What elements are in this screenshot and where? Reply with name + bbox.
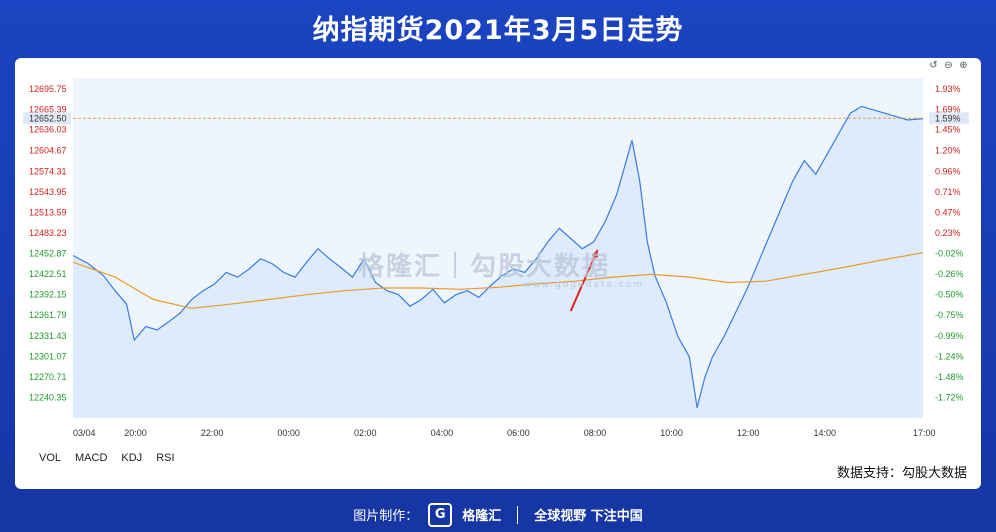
price-area-fill: [73, 106, 923, 419]
footer-divider: [517, 505, 519, 524]
y-pct-tick-label: -0.99%: [935, 331, 964, 341]
y-pct-tick-label: 0.71%: [935, 187, 961, 197]
series-line-ma: [72, 252, 924, 309]
x-tick-label: 12:00: [737, 428, 760, 438]
footer: 图片制作： G 格隆汇 全球视野 下注中国: [0, 497, 996, 532]
indicator-tabs: VOL MACD KDJ RSI: [39, 452, 175, 464]
ref-label: 12652.50: [29, 113, 67, 123]
y-tick-label: 12301.07: [29, 351, 67, 361]
watermark-url: www.gogudata.com: [523, 280, 645, 290]
data-source: 数据支持：勾股大数据: [836, 466, 967, 481]
y-tick-label: 12483.23: [29, 228, 67, 238]
x-tick-label: 22:00: [201, 428, 224, 438]
y-pct-tick-label: 1.69%: [935, 105, 961, 115]
y-tick-label: 12270.71: [29, 372, 67, 382]
x-tick-label: 17:00: [913, 428, 936, 438]
y-pct-tick-label: 1.93%: [935, 84, 961, 94]
chart-panel: 12695.75 1.93% 12665.39 1.69% 12636.03 1.45% 1…: [15, 58, 981, 489]
y-tick-label: 12422.51: [29, 269, 67, 279]
tab-vol[interactable]: VOL: [39, 452, 62, 464]
y-pct-tick-label: 1.20%: [935, 146, 961, 156]
ref-pct-bg: [929, 112, 969, 125]
y-pct-tick-label: 1.45%: [935, 124, 961, 134]
y-pct-tick-label: -0.75%: [935, 310, 964, 320]
y-tick-label: 12392.15: [29, 290, 67, 300]
y-tick-label: 12665.39: [29, 105, 67, 115]
undo-icon[interactable]: ↺: [929, 60, 938, 71]
annotation-arrow: [569, 249, 599, 312]
y-tick-label: 12240.35: [29, 392, 67, 402]
x-tick-label: 00:00: [277, 428, 300, 438]
x-tick-label: 08:00: [584, 428, 607, 438]
annotation-arrowhead: [591, 250, 598, 259]
y-pct-tick-label: -0.26%: [935, 269, 964, 279]
tab-macd[interactable]: MACD: [75, 452, 108, 464]
y-pct-tick-label: -0.02%: [935, 249, 964, 259]
footer-slogan: 全球视野 下注中国: [534, 509, 643, 524]
series-line-price: [72, 105, 924, 408]
x-tick-label: 03/04: [73, 428, 96, 438]
y-pct-tick-label: -1.72%: [935, 392, 964, 402]
chart-tools: ↺ ⊖ ⊕: [928, 60, 969, 71]
y-tick-label: 12452.87: [29, 249, 67, 259]
ref-label-bg: [23, 112, 71, 125]
y-pct-tick-label: -1.24%: [935, 351, 964, 361]
x-tick-label: 06:00: [507, 428, 530, 438]
y-tick-label: 12636.03: [29, 124, 67, 134]
y-tick-label: 12361.79: [29, 310, 67, 320]
zoom-in-icon[interactable]: ⊕: [959, 60, 968, 71]
y-pct-tick-label: -1.48%: [935, 372, 964, 382]
tab-kdj[interactable]: KDJ: [121, 452, 143, 464]
x-tick-label: 14:00: [813, 428, 836, 438]
price-chart: 12695.75 1.93%12665.39 1.69%12636.03 1.45%1…: [23, 78, 969, 438]
tab-rsi[interactable]: RSI: [156, 452, 175, 464]
footer-label: 图片制作：: [353, 509, 419, 524]
x-tick-label: 20:00: [124, 428, 147, 438]
y-pct-tick-label: 0.96%: [935, 166, 961, 176]
y-tick-label: 12574.31: [29, 166, 67, 176]
y-pct-tick-label: 0.23%: [935, 228, 961, 238]
zoom-out-icon[interactable]: ⊖: [944, 60, 953, 71]
y-tick-label: 12331.43: [29, 331, 67, 341]
y-tick-label: 12513.59: [29, 207, 67, 217]
x-tick-label: 04:00: [431, 428, 454, 438]
footer-brand: 格隆汇: [462, 509, 502, 524]
y-pct-tick-label: -0.50%: [935, 290, 964, 300]
x-tick-label: 02:00: [354, 428, 377, 438]
ref-pct-label: 1.59%: [935, 113, 961, 123]
page-title: 纳指期货2021年3月5日走势: [312, 15, 684, 46]
y-tick-label: 12543.95: [29, 187, 67, 197]
y-pct-tick-label: 0.47%: [935, 207, 961, 217]
brand-logo-icon: G: [428, 502, 453, 527]
y-tick-label: 12604.67: [29, 146, 67, 156]
x-tick-label: 10:00: [660, 428, 683, 438]
watermark-brand: 格隆汇｜勾股大数据: [358, 252, 611, 282]
y-tick-label: 12695.75: [29, 84, 67, 94]
